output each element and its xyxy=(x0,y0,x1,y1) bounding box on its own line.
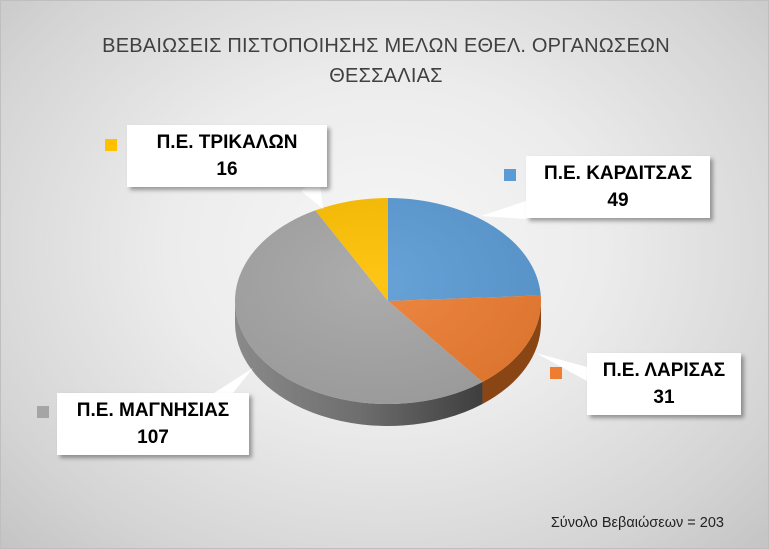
legend-marker-larisa xyxy=(550,367,562,379)
chart-title-line-1: ΒΕΒΑΙΩΣΕΙΣ ΠΙΣΤΟΠΟΙΗΣΗΣ ΜΕΛΩΝ ΕΘΕΛ. ΟΡΓΑ… xyxy=(102,35,670,57)
leader-line-1 xyxy=(481,201,526,219)
pie-side-2 xyxy=(234,301,483,427)
legend-marker-magnisia xyxy=(37,406,49,418)
data-label-karditsa-value: 49 xyxy=(607,190,629,211)
pie-slices xyxy=(234,198,541,427)
data-label-trikala: Π.Ε. ΤΡΙΚΑΛΩΝ 16 xyxy=(127,125,327,187)
data-label-trikala-name: Π.Ε. ΤΡΙΚΑΛΩΝ xyxy=(156,132,298,153)
total-annotation: Σύνολο Βεβαιώσεων = 203 xyxy=(550,515,724,531)
data-label-larisa: Π.Ε. ΛΑΡΙΣΑΣ 31 xyxy=(587,353,741,415)
data-label-magnisia-name: Π.Ε. ΜΑΓΝΗΣΙΑΣ xyxy=(76,400,230,421)
data-label-karditsa-name: Π.Ε. ΚΑΡΔΙΤΣΑΣ xyxy=(543,163,692,184)
chart-title-line-2: ΘΕΣΣΑΛΙΑΣ xyxy=(329,65,443,87)
data-label-magnisia: Π.Ε. ΜΑΓΝΗΣΙΑΣ 107 xyxy=(57,393,249,455)
data-label-trikala-value: 16 xyxy=(216,159,238,180)
legend-marker-trikala xyxy=(105,139,117,151)
data-label-larisa-name: Π.Ε. ΛΑΡΙΣΑΣ xyxy=(602,360,726,381)
data-label-karditsa: Π.Ε. ΚΑΡΔΙΤΣΑΣ 49 xyxy=(526,156,710,218)
data-label-larisa-value: 31 xyxy=(653,387,675,408)
chart-title: ΒΕΒΑΙΩΣΕΙΣ ΠΙΣΤΟΠΟΙΗΣΗΣ ΜΕΛΩΝ ΕΘΕΛ. ΟΡΓΑ… xyxy=(61,31,711,91)
leader-line-3 xyxy=(214,368,253,393)
legend-marker-karditsa xyxy=(504,169,516,181)
pie-side-1 xyxy=(482,301,541,405)
data-label-magnisia-value: 107 xyxy=(137,427,169,448)
